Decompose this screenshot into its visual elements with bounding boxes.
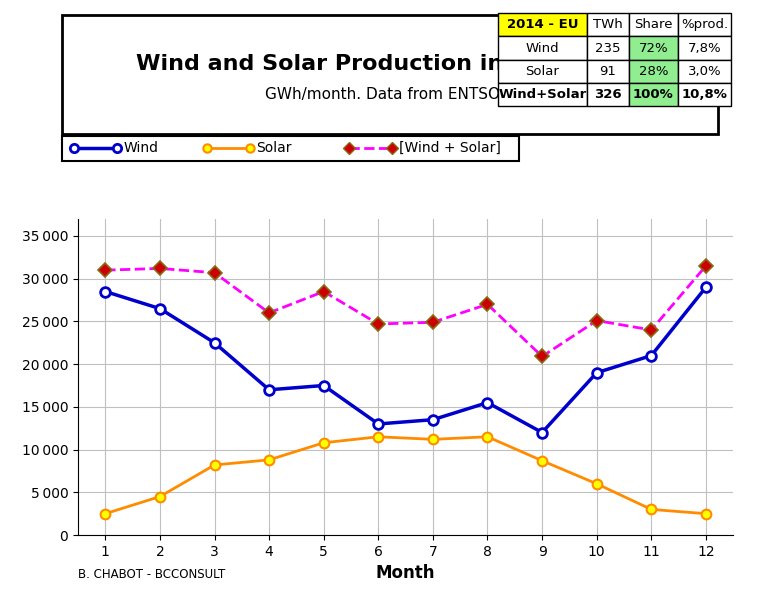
Text: 326: 326 (594, 88, 622, 101)
Text: Solar: Solar (256, 141, 292, 156)
Text: Solar: Solar (526, 64, 559, 78)
Text: Wind and Solar Production in EU in 2014: Wind and Solar Production in EU in 2014 (136, 54, 644, 74)
Text: 235: 235 (595, 41, 621, 55)
Text: TWh: TWh (593, 18, 623, 32)
Text: Share: Share (634, 18, 672, 32)
Text: 91: 91 (600, 64, 616, 78)
Text: 3,0%: 3,0% (687, 64, 722, 78)
Text: Wind+Solar: Wind+Solar (498, 88, 587, 101)
Text: 2014 - EU: 2014 - EU (507, 18, 578, 32)
Text: [Wind + Solar]: [Wind + Solar] (399, 141, 501, 156)
Text: B. CHABOT - BCCONSULT: B. CHABOT - BCCONSULT (78, 568, 225, 581)
Text: 10,8%: 10,8% (682, 88, 727, 101)
Text: GWh/month. Data from ENTSO-E: GWh/month. Data from ENTSO-E (264, 87, 516, 102)
Text: Wind: Wind (526, 41, 559, 55)
X-axis label: Month: Month (376, 564, 435, 582)
Text: 28%: 28% (639, 64, 668, 78)
Text: 100%: 100% (633, 88, 674, 101)
Text: 7,8%: 7,8% (687, 41, 722, 55)
Text: Wind: Wind (123, 141, 158, 156)
Text: 72%: 72% (639, 41, 668, 55)
Text: %prod.: %prod. (681, 18, 728, 32)
